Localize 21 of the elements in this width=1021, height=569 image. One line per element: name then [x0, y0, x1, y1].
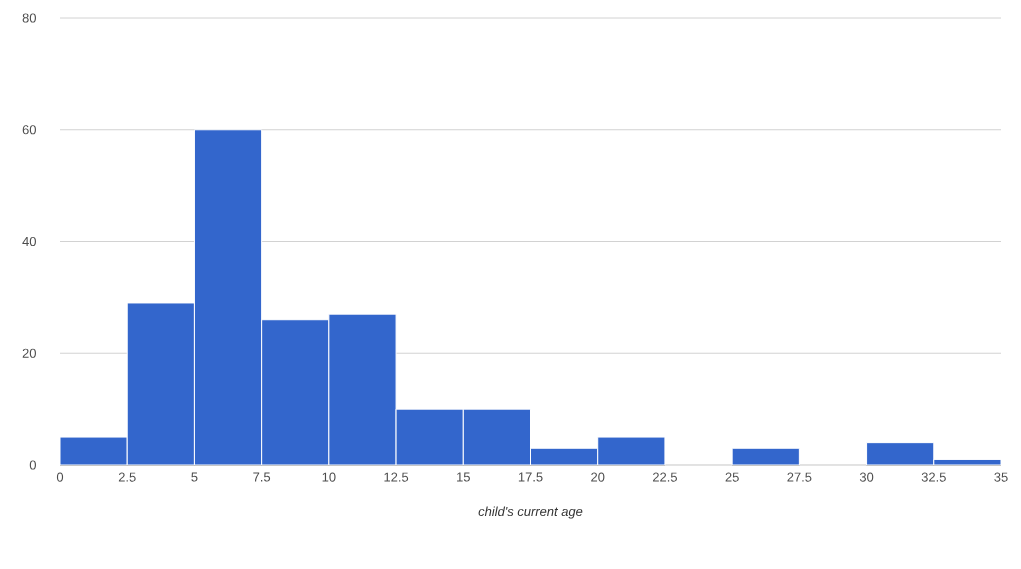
x-tick-label: 35 — [994, 472, 1008, 482]
x-tick-label: 32.5 — [921, 472, 946, 482]
y-tick-label: 40 — [22, 236, 36, 247]
x-tick-label: 10 — [322, 472, 336, 482]
x-tick-label: 2.5 — [118, 472, 136, 482]
x-tick-label: 17.5 — [518, 472, 543, 482]
x-tick-label: 25 — [725, 472, 739, 482]
x-axis-title: child's current age — [478, 506, 583, 519]
x-tick-label: 7.5 — [253, 472, 271, 482]
x-tick-label: 20 — [591, 472, 605, 482]
x-tick-label: 22.5 — [652, 472, 677, 482]
x-tick-label: 12.5 — [384, 472, 409, 482]
y-tick-label: 20 — [22, 348, 36, 358]
x-tick-label: 0 — [56, 472, 64, 482]
x-tick-label: 5 — [191, 472, 198, 482]
y-tick-label: 60 — [22, 125, 36, 135]
x-tick-label: 15 — [457, 472, 470, 482]
x-tick-label: 27.5 — [787, 472, 812, 482]
x-tick-label: 30 — [859, 472, 874, 482]
y-tick-label: 0 — [29, 460, 36, 470]
y-tick-label: 80 — [22, 13, 36, 23]
